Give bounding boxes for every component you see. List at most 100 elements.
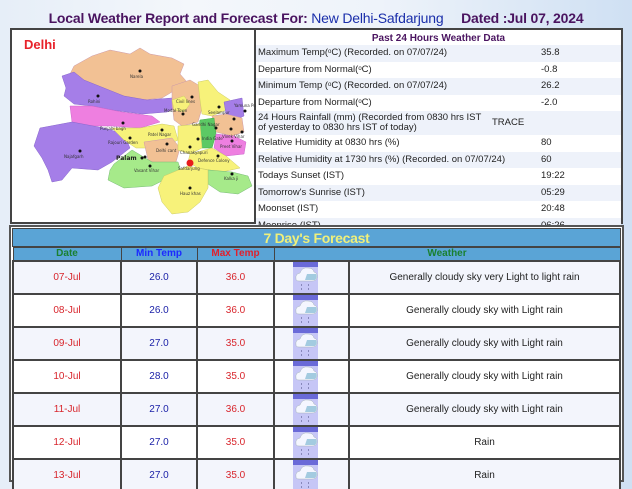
forecast-weather-desc: Rain xyxy=(348,457,621,489)
col-header-weather: Weather xyxy=(273,247,621,261)
forecast-row: 09-Jul 27.0 35.0 Generally cloudy sky wi… xyxy=(12,325,621,361)
cloud-rain-icon xyxy=(293,459,318,489)
data-value: 05:29 xyxy=(541,186,565,198)
svg-text:Patel Nagar: Patel Nagar xyxy=(148,132,172,137)
col-header-max-temp: Max Temp xyxy=(196,247,275,261)
svg-text:Najafgarh: Najafgarh xyxy=(64,154,84,159)
data-value: 80 xyxy=(541,137,552,149)
data-row-humidity-1730: Relative Humidity at 1730 hrs (%) (Recor… xyxy=(256,151,621,168)
svg-text:Palam: Palam xyxy=(116,155,137,162)
past-24h-rows: Maximum Temp(oC) (Recorded. on 07/07/24)… xyxy=(256,45,621,234)
forecast-max-temp: 35.0 xyxy=(196,457,275,489)
forecast-date: 12-Jul xyxy=(12,424,122,460)
forecast-max-temp: 35.0 xyxy=(196,424,275,460)
data-row-max-departure: Departure from Normal(oC) -0.8 xyxy=(256,62,621,79)
forecast-date: 10-Jul xyxy=(12,358,122,394)
header-prefix: Local Weather Report and Forecast For: xyxy=(48,10,308,26)
forecast-date: 09-Jul xyxy=(12,325,122,361)
forecast-weather-desc: Generally cloudy sky with Light rain xyxy=(348,325,621,361)
cloud-rain-icon xyxy=(293,327,318,359)
forecast-date: 08-Jul xyxy=(12,292,122,328)
delhi-map: Narela Rohini Modal Town Civil lines Seelam… xyxy=(12,30,256,222)
forecast-row: 11-Jul 27.0 36.0 Generally cloudy sky wi… xyxy=(12,391,621,427)
forecast-min-temp: 27.0 xyxy=(120,424,198,460)
forecast-max-temp: 36.0 xyxy=(196,292,275,328)
page-header: Local Weather Report and Forecast For: N… xyxy=(0,10,632,28)
cloud-rain-icon xyxy=(293,360,318,392)
data-value: 60 xyxy=(541,153,552,165)
forecast-date: 13-Jul xyxy=(12,457,122,489)
cloud-rain-icon xyxy=(293,393,318,425)
data-value: TRACE xyxy=(492,117,525,128)
forecast-weather-desc: Generally cloudy sky with Light rain xyxy=(348,391,621,427)
forecast-min-temp: 27.0 xyxy=(120,325,198,361)
svg-text:Safdarjung: Safdarjung xyxy=(178,166,200,171)
forecast-weather-desc: Rain xyxy=(348,424,621,460)
data-row-sunrise: Tomorrow's Sunrise (IST) 05:29 xyxy=(256,184,621,201)
forecast-icon-cell xyxy=(273,325,350,361)
data-row-sunset: Todays Sunset (IST) 19:22 xyxy=(256,168,621,185)
past-24h-title: Past 24 Hours Weather Data xyxy=(256,30,621,45)
current-weather-panel: Narela Rohini Modal Town Civil lines Seelam… xyxy=(10,28,623,234)
data-row-moonset: Moonset (IST) 20:48 xyxy=(256,201,621,218)
forecast-icon-cell xyxy=(273,259,350,295)
svg-text:Preet Vihar: Preet Vihar xyxy=(220,144,242,149)
forecast-min-temp: 27.0 xyxy=(120,391,198,427)
forecast-max-temp: 35.0 xyxy=(196,358,275,394)
data-value: -2.0 xyxy=(541,96,558,108)
svg-text:Punjabi bagh: Punjabi bagh xyxy=(100,126,126,131)
forecast-table: Date Min Temp Max Temp Weather 07-Jul 26… xyxy=(12,247,621,489)
past-24h-data: Past 24 Hours Weather Data Maximum Temp(… xyxy=(256,30,621,234)
forecast-row: 08-Jul 26.0 36.0 Generally cloudy sky wi… xyxy=(12,292,621,328)
data-value: 19:22 xyxy=(541,170,565,182)
data-value: 35.8 xyxy=(541,47,560,59)
cloud-rain-icon xyxy=(293,426,318,458)
cloud-rain-icon xyxy=(293,294,318,326)
data-row-rainfall: 24 Hours Rainfall (mm) (Recorded from 08… xyxy=(256,111,621,135)
forecast-icon-cell xyxy=(273,457,350,489)
data-row-min-departure: Departure from Normal(oC) -2.0 xyxy=(256,95,621,112)
data-value: 20:48 xyxy=(541,203,565,215)
col-header-min-temp: Min Temp xyxy=(120,247,198,261)
cloud-rain-icon xyxy=(293,261,318,293)
svg-text:Defence Colony: Defence Colony xyxy=(198,158,230,163)
svg-text:Narela: Narela xyxy=(130,74,144,79)
map-title: Delhi xyxy=(24,37,56,52)
forecast-icon-cell xyxy=(273,391,350,427)
col-header-date: Date xyxy=(12,247,122,261)
svg-text:Delhi cant: Delhi cant xyxy=(156,148,177,153)
svg-text:Hauz khas: Hauz khas xyxy=(180,191,201,196)
forecast-date: 07-Jul xyxy=(12,259,122,295)
forecast-min-temp: 27.0 xyxy=(120,457,198,489)
svg-text:Yamuna Puri: Yamuna Puri xyxy=(233,103,256,108)
svg-text:Civil lines: Civil lines xyxy=(176,99,195,104)
forecast-row: 10-Jul 28.0 35.0 Generally cloudy sky wi… xyxy=(12,358,621,394)
forecast-max-temp: 35.0 xyxy=(196,325,275,361)
data-row-humidity-0830: Relative Humidity at 0830 hrs (%) 80 xyxy=(256,135,621,152)
data-row-max-temp: Maximum Temp(oC) (Recorded. on 07/07/24)… xyxy=(256,45,621,62)
forecast-weather-desc: Generally cloudy sky with Light rain xyxy=(348,358,621,394)
svg-text:India Gate: India Gate xyxy=(202,136,223,141)
forecast-min-temp: 26.0 xyxy=(120,259,198,295)
svg-text:Kalka ji: Kalka ji xyxy=(224,176,238,181)
svg-text:Gandhi Nagar: Gandhi Nagar xyxy=(192,122,220,127)
svg-text:Vasant Vihar: Vasant Vihar xyxy=(134,168,160,173)
svg-text:Rohini: Rohini xyxy=(88,99,100,104)
forecast-title: 7 Day's Forecast xyxy=(12,228,621,247)
svg-text:Vivek Vihar: Vivek Vihar xyxy=(222,134,245,139)
svg-text:Seelampur: Seelampur xyxy=(208,110,230,115)
data-value: 26.2 xyxy=(541,80,560,92)
data-value: -0.8 xyxy=(541,63,558,75)
report-date: Dated :Jul 07, 2024 xyxy=(461,10,584,26)
forecast-row: 07-Jul 26.0 36.0 Generally cloudy sky ve… xyxy=(12,259,621,295)
forecast-min-temp: 28.0 xyxy=(120,358,198,394)
forecast-icon-cell xyxy=(273,292,350,328)
forecast-header-row: Date Min Temp Max Temp Weather xyxy=(12,247,621,261)
forecast-date: 11-Jul xyxy=(12,391,122,427)
forecast-icon-cell xyxy=(273,424,350,460)
svg-text:Rajouri Garden: Rajouri Garden xyxy=(108,140,138,145)
delhi-district-map-image: Narela Rohini Modal Town Civil lines Seelam… xyxy=(33,47,256,215)
forecast-min-temp: 26.0 xyxy=(120,292,198,328)
forecast-row: 13-Jul 27.0 35.0 Rain xyxy=(12,457,621,489)
forecast-row: 12-Jul 27.0 35.0 Rain xyxy=(12,424,621,460)
